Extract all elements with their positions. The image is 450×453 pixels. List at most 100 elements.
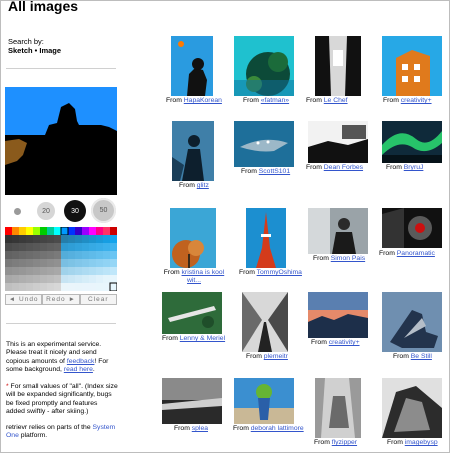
palette-swatch[interactable] (96, 267, 103, 275)
result-thumbnail[interactable] (382, 36, 442, 96)
palette-swatch[interactable] (12, 243, 19, 251)
palette-swatch[interactable] (19, 243, 26, 251)
result-thumbnail[interactable] (172, 121, 214, 181)
palette-swatch[interactable] (75, 235, 82, 243)
palette-swatch[interactable] (19, 275, 26, 283)
palette-swatch[interactable] (54, 275, 61, 283)
palette-swatch[interactable] (33, 235, 40, 243)
palette-swatch[interactable] (89, 251, 96, 259)
result-thumbnail[interactable] (162, 292, 222, 334)
author-link[interactable]: HapaKorean (183, 97, 222, 104)
palette-swatch[interactable] (40, 251, 47, 259)
palette-swatch[interactable] (33, 283, 40, 291)
author-link[interactable]: ScottS101 (258, 168, 291, 175)
palette-swatch[interactable] (61, 243, 68, 251)
result-thumbnail[interactable] (308, 208, 368, 254)
palette-swatch[interactable] (54, 259, 61, 267)
palette-swatch[interactable] (54, 267, 61, 275)
feedback-link[interactable]: feedback (66, 357, 95, 365)
palette-swatch[interactable] (82, 235, 89, 243)
palette-swatch[interactable] (47, 251, 54, 259)
palette-swatch[interactable] (68, 251, 75, 259)
palette-swatch[interactable] (89, 267, 96, 275)
author-link[interactable]: Lenny & Meriel (179, 335, 226, 342)
result-thumbnail[interactable] (234, 121, 294, 167)
system-one-link[interactable]: System One (6, 424, 116, 440)
palette-swatch[interactable] (5, 275, 12, 283)
author-link[interactable]: TommyOshima (256, 269, 302, 276)
palette-swatch[interactable] (54, 235, 61, 243)
palette-swatch[interactable] (33, 267, 40, 275)
palette-swatch[interactable] (40, 243, 47, 251)
palette-swatch[interactable] (82, 243, 89, 251)
result-thumbnail[interactable] (382, 378, 442, 438)
palette-swatch[interactable] (26, 267, 33, 275)
palette-swatch[interactable] (82, 251, 89, 259)
author-link[interactable]: Panoramatic (396, 250, 435, 257)
result-thumbnail[interactable] (234, 378, 294, 424)
palette-swatch[interactable] (110, 251, 117, 259)
author-link[interactable]: Le Chef (323, 97, 348, 104)
palette-swatch[interactable] (68, 235, 75, 243)
palette-swatch[interactable] (61, 267, 68, 275)
palette-swatch[interactable] (12, 267, 19, 275)
author-link[interactable]: splea (191, 425, 208, 432)
palette-swatch[interactable] (75, 243, 82, 251)
palette-swatch[interactable] (75, 251, 82, 259)
palette-swatch[interactable] (12, 259, 19, 267)
palette-swatch[interactable] (47, 275, 54, 283)
result-thumbnail[interactable] (382, 121, 442, 163)
palette-swatch[interactable] (68, 267, 75, 275)
palette-swatch[interactable] (26, 251, 33, 259)
palette-swatch[interactable] (96, 243, 103, 251)
palette-swatch[interactable] (33, 275, 40, 283)
palette-swatch[interactable] (68, 275, 75, 283)
palette-swatch[interactable] (26, 275, 33, 283)
palette-swatch[interactable] (26, 283, 33, 291)
result-thumbnail[interactable] (382, 292, 442, 352)
palette-swatch[interactable] (82, 259, 89, 267)
palette-swatch[interactable] (68, 283, 75, 291)
palette-swatch[interactable] (5, 283, 12, 291)
result-thumbnail[interactable] (382, 208, 442, 248)
palette-swatch[interactable] (40, 275, 47, 283)
palette-swatch[interactable] (110, 259, 117, 267)
palette-swatch[interactable] (96, 251, 103, 259)
palette-swatch[interactable] (40, 283, 47, 291)
palette-swatch[interactable] (12, 283, 19, 291)
result-thumbnail[interactable] (308, 121, 368, 163)
brush-size-20[interactable]: 20 (37, 202, 55, 220)
palette-swatch[interactable] (61, 283, 68, 291)
palette-swatch[interactable] (89, 235, 96, 243)
palette-swatch[interactable] (110, 235, 117, 243)
palette-swatch[interactable] (33, 259, 40, 267)
palette-swatch[interactable] (75, 283, 82, 291)
result-thumbnail[interactable] (246, 208, 286, 268)
palette-swatch[interactable] (75, 259, 82, 267)
palette-swatch[interactable] (82, 267, 89, 275)
palette-swatch[interactable] (110, 243, 117, 251)
author-link[interactable]: glitz (196, 182, 209, 189)
palette-swatch[interactable] (5, 267, 12, 275)
palette-swatch[interactable] (12, 275, 19, 283)
author-link[interactable]: «fatman» (260, 97, 290, 104)
palette-swatch[interactable] (61, 275, 68, 283)
author-link[interactable]: flyzipper (331, 439, 358, 446)
palette-swatch[interactable] (82, 283, 89, 291)
palette-swatch[interactable] (61, 251, 68, 259)
palette-swatch[interactable] (96, 235, 103, 243)
author-link[interactable]: Be Still (410, 353, 432, 360)
palette-swatch[interactable] (5, 251, 12, 259)
result-thumbnail[interactable] (234, 36, 294, 96)
palette-swatch[interactable] (96, 259, 103, 267)
palette-swatch[interactable] (96, 275, 103, 283)
author-link[interactable]: Dean Forbes (323, 164, 364, 171)
palette-swatch[interactable] (103, 259, 110, 267)
palette-swatch[interactable] (89, 243, 96, 251)
palette-swatch[interactable] (103, 267, 110, 275)
palette-swatch[interactable] (19, 259, 26, 267)
author-link[interactable]: Simon Pais (330, 255, 366, 262)
palette-swatch[interactable] (47, 267, 54, 275)
palette-swatch[interactable] (61, 235, 68, 243)
palette-swatch[interactable] (89, 275, 96, 283)
